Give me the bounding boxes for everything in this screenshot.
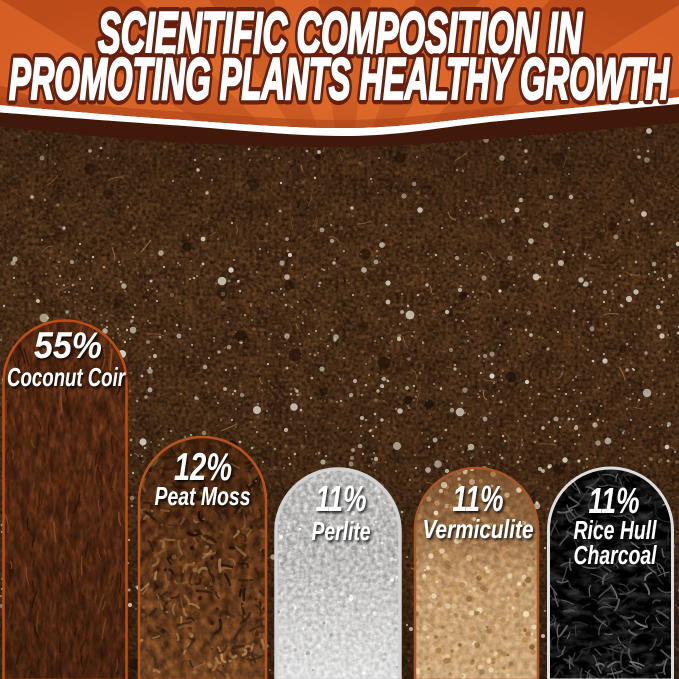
svg-text:11%: 11% [589,480,640,521]
svg-text:Rice Hull: Rice Hull [574,517,658,545]
svg-text:Peat Moss: Peat Moss [155,481,251,511]
svg-text:12%: 12% [174,446,232,489]
svg-text:Charcoal: Charcoal [574,542,658,570]
svg-text:55%: 55% [34,325,102,366]
svg-text:SCIENTIFIC COMPOSITION IN: SCIENTIFIC COMPOSITION IN [98,1,583,66]
svg-text:Vermiculite: Vermiculite [423,514,534,544]
svg-text:PROMOTING PLANTS HEALTHY GROWT: PROMOTING PLANTS HEALTHY GROWTH [9,47,670,112]
svg-text:PROMOTING PLANTS HEALTHY GROWT: PROMOTING PLANTS HEALTHY GROWTH [9,47,670,112]
svg-text:Perlite: Perlite [312,516,371,546]
svg-text:11%: 11% [453,478,504,519]
svg-text:Coconut Coir: Coconut Coir [7,362,126,392]
svg-text:11%: 11% [316,478,367,519]
svg-text:SCIENTIFIC COMPOSITION IN: SCIENTIFIC COMPOSITION IN [98,1,583,66]
